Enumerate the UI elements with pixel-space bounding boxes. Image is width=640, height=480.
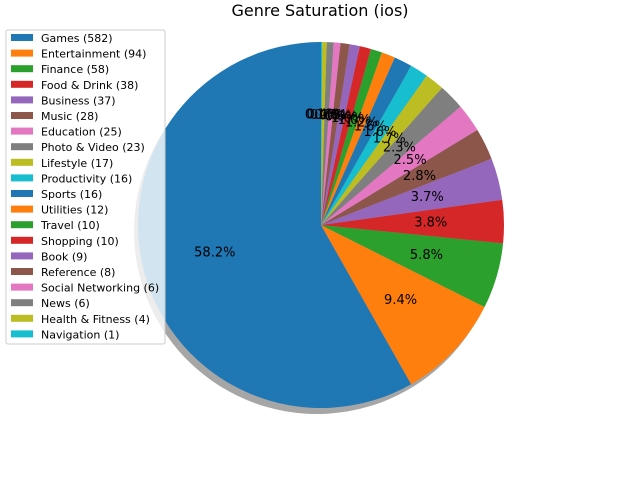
pie-slice (321, 42, 341, 225)
legend-swatch (11, 112, 33, 119)
legend-swatch (11, 330, 33, 338)
pie-percent-label: 2.3% (383, 141, 416, 156)
pie-slice (321, 48, 382, 225)
legend-entry-label: Lifestyle (17) (41, 157, 113, 170)
legend-entry-label: Entertainment (94) (41, 48, 146, 61)
pie-percent-label: 9.4% (384, 293, 417, 308)
pie-percent-label: 1.6% (363, 125, 396, 140)
legend: Games (582) Entertainment (94) Finance (58… (5, 29, 166, 345)
legend-swatch (11, 80, 33, 88)
legend-entry-label: Games (582) (41, 32, 113, 45)
pie-percent-label: 58.2% (194, 245, 235, 260)
pie-slice (321, 87, 461, 225)
legend-entry-label: Photo & Video (23) (41, 141, 145, 154)
pie-percent-label: 1.2% (345, 115, 378, 130)
pie-percent-label: 1.7% (373, 131, 406, 146)
legend-entry-label: Music (28) (41, 110, 98, 123)
pie-percent-label: 3.8% (414, 215, 447, 230)
legend-swatch (11, 65, 33, 73)
pie-slice (321, 65, 427, 225)
legend-entry-label: Productivity (16) (41, 172, 132, 185)
pie-slice (321, 225, 504, 308)
chart-title: Genre Saturation (ios) (231, 1, 408, 20)
pie-percent-label: 2.8% (403, 169, 436, 184)
pie-slice (321, 129, 492, 225)
legend-swatch (11, 127, 33, 135)
legend-entry-label: Business (37) (41, 94, 116, 107)
legend-swatch (11, 143, 33, 151)
pie-percent-label: 0.1% (305, 108, 338, 123)
legend-entry-label: Shopping (10) (41, 235, 119, 248)
legend-entry-label: Reference (8) (41, 266, 115, 279)
pie-slice (321, 199, 504, 244)
legend-entry-label: Social Networking (6) (41, 282, 159, 295)
legend-swatch (11, 205, 33, 213)
pie-percent-label: 1.6% (354, 119, 387, 134)
legend-swatch (11, 283, 33, 291)
legend-swatch (11, 221, 33, 229)
legend-entry-label: Sports (16) (41, 188, 102, 201)
legend-swatch (11, 190, 33, 197)
pie-slice (321, 42, 327, 225)
legend-frame (5, 29, 166, 345)
legend-entry-label: News (6) (41, 297, 90, 310)
pie-slice (321, 44, 360, 225)
legend-entry-label: Travel (10) (40, 219, 100, 232)
pie-percent-label: 0.9% (325, 110, 358, 125)
legend-swatch (11, 158, 33, 166)
pie-slice (321, 57, 412, 225)
pie-percent-label: 0.4% (307, 108, 340, 123)
legend-entry-label: Education (25) (41, 126, 122, 139)
legend-swatch (11, 236, 33, 244)
legend-swatch (11, 174, 33, 182)
legend-entry-label: Navigation (1) (41, 328, 119, 341)
legend-swatch (11, 299, 33, 307)
legend-entry-label: Finance (58) (41, 63, 109, 76)
legend-swatch (11, 268, 33, 275)
pie-percent-label: 0.8% (319, 109, 352, 124)
pie-percent-label: 1.0% (338, 113, 371, 128)
pie-slice (321, 42, 323, 225)
legend-swatch (11, 49, 33, 57)
legend-swatch (11, 252, 33, 260)
legend-swatch (11, 34, 33, 41)
pie-slice (321, 43, 350, 225)
pie-slices (137, 42, 504, 409)
pie-percent-label: 0.6% (314, 108, 347, 123)
pie-percent-label: 0.6% (310, 108, 343, 123)
pie-slice (321, 46, 371, 225)
pie-percent-label: 2.5% (394, 153, 427, 168)
legend-entry-label: Utilities (12) (41, 204, 108, 217)
pie-percent-label: 5.8% (410, 248, 443, 263)
pie-percent-label: 1.0% (331, 111, 364, 126)
pie-percent-label: 3.7% (411, 190, 444, 205)
pie-percent-labels: 58.2% 9.4% 5.8% 3.8% 3.7% 2.8%2.5%2.3%1.7%1.6… (194, 108, 447, 308)
pie-slice (321, 42, 334, 225)
legend-swatch (11, 96, 33, 104)
legend-entry-label: Food & Drink (38) (41, 79, 138, 92)
pie-slice (137, 42, 412, 409)
pie-slice (321, 225, 485, 385)
pie-slice (321, 52, 395, 225)
pie-slice (321, 106, 478, 225)
pie-slice (321, 75, 443, 225)
legend-entry-label: Book (9) (41, 250, 87, 263)
legend-entry-label: Health & Fitness (4) (41, 313, 150, 326)
legend-swatch (11, 314, 33, 322)
pie-slice (321, 158, 503, 225)
